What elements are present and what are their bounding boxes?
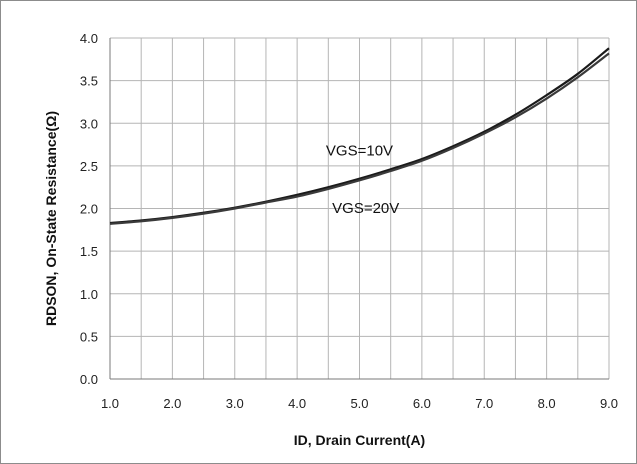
y-tick-label: 1.0	[80, 287, 98, 302]
y-axis-title: RDSON, On-State Resistance(Ω)	[43, 111, 59, 326]
y-tick-label: 4.0	[80, 31, 98, 46]
x-tick-label: 5.0	[350, 396, 368, 411]
y-tick-label: 3.0	[80, 116, 98, 131]
series-annotation: VGS=10V	[326, 143, 393, 160]
x-tick-label: 6.0	[413, 396, 431, 411]
axes	[109, 38, 609, 380]
x-tick-label: 1.0	[101, 396, 119, 411]
grid-lines	[109, 37, 610, 380]
series-line-vgs-20v	[109, 52, 610, 225]
y-tick-labels: 0.0 0.5 1.0 1.5 2.0 2.5 3.0 3.5 4.0	[80, 31, 98, 387]
annotations: VGS=10V VGS=20V	[326, 143, 399, 217]
x-tick-label: 3.0	[226, 396, 244, 411]
y-tick-label: 2.5	[80, 159, 98, 174]
y-tick-label: 3.5	[80, 74, 98, 89]
y-tick-label: 0.0	[80, 372, 98, 387]
y-tick-label: 0.5	[80, 329, 98, 344]
x-axis-title: ID, Drain Current(A)	[294, 432, 425, 448]
series-annotation: VGS=20V	[332, 200, 399, 217]
y-tick-label: 1.5	[80, 244, 98, 259]
x-tick-label: 7.0	[475, 396, 493, 411]
x-tick-labels: 1.0 2.0 3.0 4.0 5.0 6.0 7.0 8.0 9.0	[101, 396, 618, 411]
y-tick-label: 2.0	[80, 202, 98, 217]
x-tick-label: 2.0	[163, 396, 181, 411]
x-tick-label: 9.0	[600, 396, 618, 411]
x-tick-label: 8.0	[538, 396, 556, 411]
x-tick-label: 4.0	[288, 396, 306, 411]
series-lines	[109, 47, 610, 225]
